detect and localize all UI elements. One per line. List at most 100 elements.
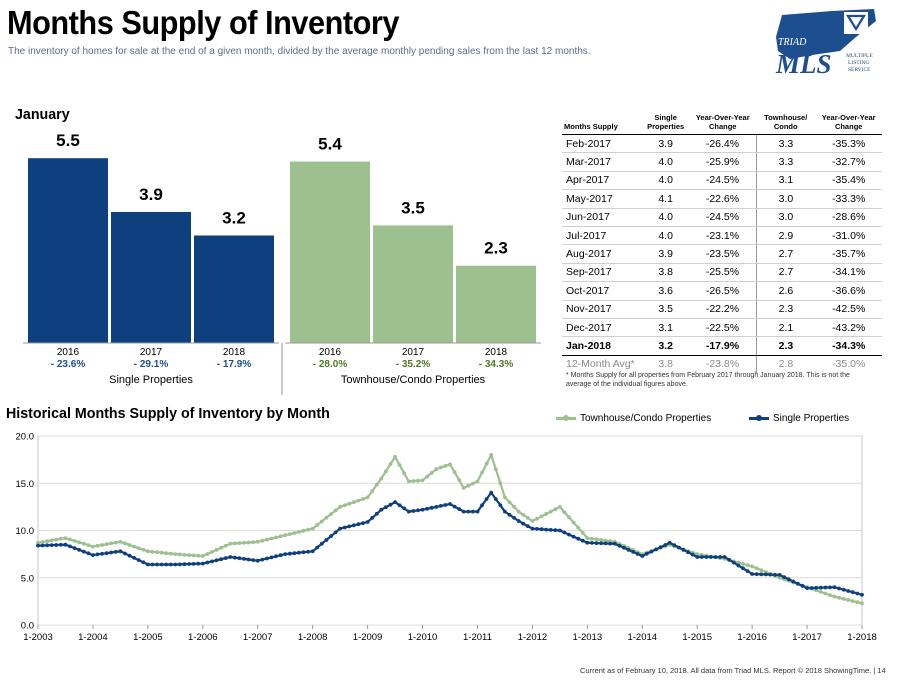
series-point xyxy=(709,554,713,559)
table-cell: -25.5% xyxy=(689,263,757,283)
series-point xyxy=(654,547,658,552)
table-cell: 2.3 xyxy=(755,336,816,356)
table-cell: 2.3 xyxy=(755,300,816,319)
series-point xyxy=(72,546,77,550)
series-point xyxy=(338,505,342,509)
series-point xyxy=(77,548,82,552)
page-subtitle: The inventory of homes for sale at the e… xyxy=(8,46,591,57)
series-point xyxy=(411,479,416,483)
table-cell: 3.9 xyxy=(641,134,690,154)
series-point xyxy=(530,526,535,531)
series-point xyxy=(420,507,425,512)
series-point xyxy=(411,509,416,513)
series-point xyxy=(809,586,814,591)
series-point xyxy=(622,545,626,550)
series-point xyxy=(342,525,347,530)
series-point xyxy=(59,542,63,547)
series-point xyxy=(718,555,722,559)
series-point xyxy=(644,550,649,555)
bar-year-label: 2018 xyxy=(485,347,508,358)
series-point xyxy=(146,549,150,554)
series-point xyxy=(832,585,837,590)
table-cell: 4.0 xyxy=(641,152,690,172)
bar-change-label: - 28.0% xyxy=(313,359,348,370)
series-point xyxy=(205,552,210,556)
series-point xyxy=(420,478,425,483)
series-point xyxy=(681,548,686,552)
x-tick-label: 1-2005 xyxy=(133,632,163,643)
series-point xyxy=(150,562,155,567)
table-cell: 4.0 xyxy=(641,226,690,246)
table-cell: 2.8 xyxy=(755,355,816,374)
series-point xyxy=(731,560,736,565)
series-point xyxy=(237,556,242,561)
series-point xyxy=(315,545,320,550)
series-point xyxy=(219,557,224,562)
series-point xyxy=(800,584,805,588)
series-point xyxy=(800,583,805,588)
series-point xyxy=(260,557,265,562)
series-point xyxy=(438,504,443,508)
series-point xyxy=(626,548,631,552)
bar-1-2016 xyxy=(290,161,370,343)
series-point xyxy=(223,556,228,560)
table-cell: -24.5% xyxy=(689,171,757,191)
series-point xyxy=(36,540,40,545)
series-point xyxy=(553,507,558,512)
series-point xyxy=(580,538,585,543)
series-line-townhouse xyxy=(37,453,863,605)
series-point xyxy=(786,577,791,582)
series-point xyxy=(493,497,498,501)
page-title: Months Supply of Inventory xyxy=(7,4,399,41)
x-tick-label: 1-2015 xyxy=(682,632,712,643)
series-point xyxy=(594,541,599,545)
series-point xyxy=(764,572,768,577)
x-tick-label: 1-2011 xyxy=(463,632,492,643)
series-point xyxy=(585,536,590,540)
y-tick-label: 20.0 xyxy=(16,432,35,443)
series-point xyxy=(617,543,622,548)
table-cell: 2.1 xyxy=(755,318,816,338)
series-point xyxy=(228,555,233,559)
table-cell: 3.0 xyxy=(755,208,816,227)
series-point xyxy=(690,552,695,557)
bar-change-label: - 17.9% xyxy=(217,359,252,370)
series-point xyxy=(828,585,832,590)
series-point xyxy=(722,557,727,561)
series-point xyxy=(461,509,466,514)
series-point xyxy=(63,542,68,547)
series-point xyxy=(338,526,342,531)
series-point xyxy=(168,551,173,556)
series-point xyxy=(141,560,146,565)
series-point xyxy=(759,568,764,573)
header-single: Single Properties xyxy=(641,113,690,135)
series-point xyxy=(672,543,677,547)
series-point xyxy=(384,505,388,510)
series-point xyxy=(200,561,205,566)
series-point xyxy=(306,527,310,532)
series-point xyxy=(36,543,40,548)
series-point xyxy=(81,549,86,554)
series-point xyxy=(695,555,700,559)
series-point xyxy=(118,549,123,554)
table-cell: 2.9 xyxy=(755,226,816,246)
series-point xyxy=(434,505,439,509)
logo-tag-1: MULTIPLE xyxy=(846,53,873,59)
series-point xyxy=(187,562,192,566)
series-point xyxy=(104,542,109,547)
series-point xyxy=(764,570,768,574)
series-point xyxy=(123,541,127,546)
legend-single: Single Properties xyxy=(749,413,849,424)
x-tick-label: 1-2003 xyxy=(23,632,53,643)
series-point xyxy=(461,486,466,490)
series-point xyxy=(416,508,420,513)
legend-townhouse: Townhouse/Condo Properties xyxy=(556,413,711,424)
series-point xyxy=(49,538,54,543)
series-point xyxy=(640,552,645,556)
series-point xyxy=(814,585,819,590)
series-point xyxy=(54,537,59,542)
series-point xyxy=(287,551,292,556)
series-point xyxy=(425,506,429,511)
series-point xyxy=(329,534,333,539)
